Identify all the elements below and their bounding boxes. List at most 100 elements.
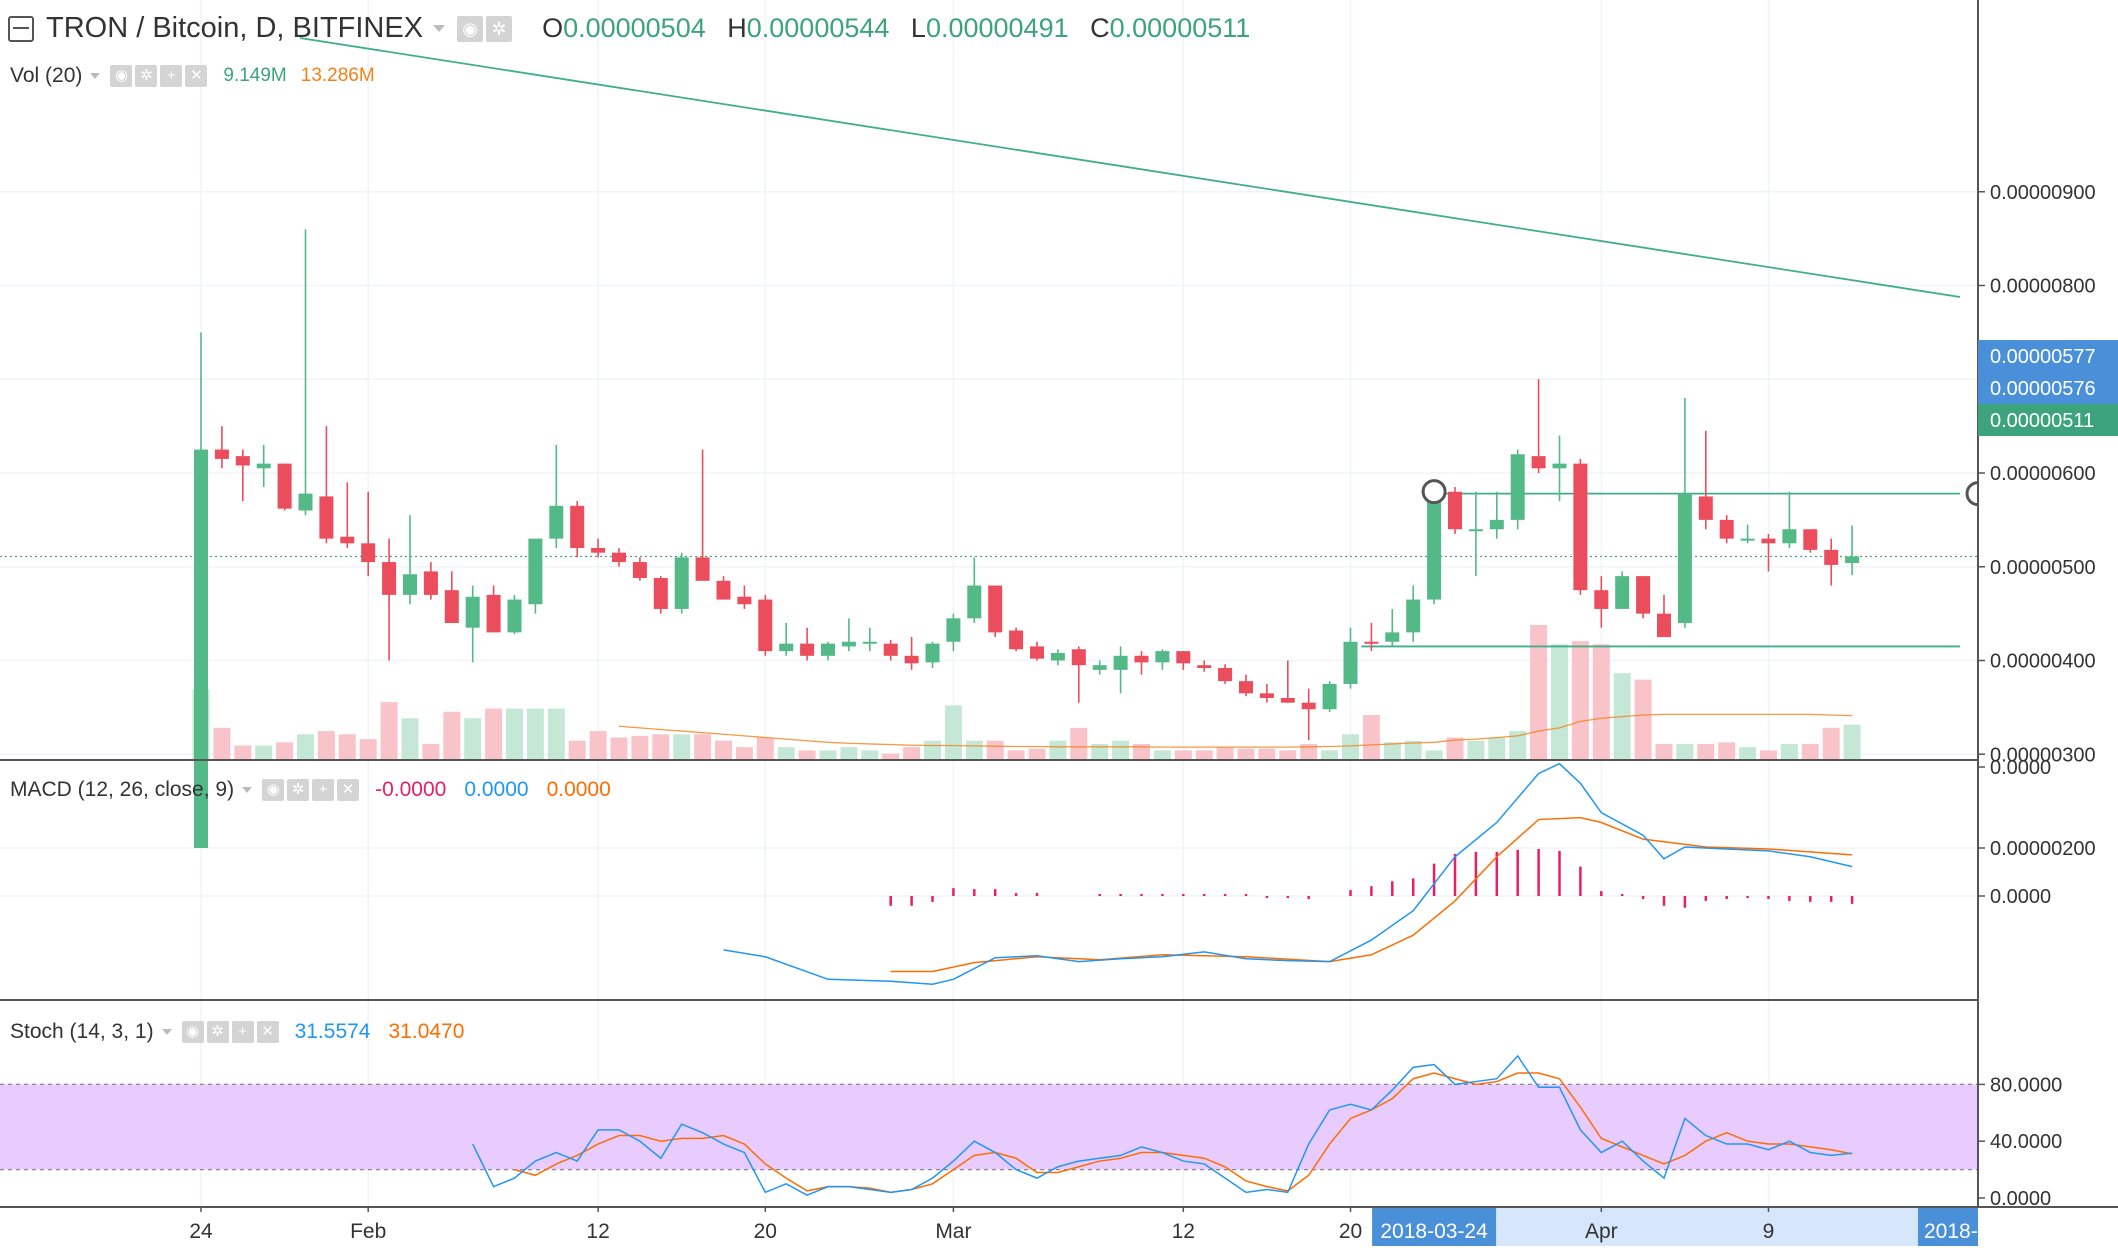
candle-body[interactable] bbox=[1657, 613, 1671, 638]
candle-body[interactable] bbox=[779, 643, 794, 652]
candle-body[interactable] bbox=[444, 590, 459, 623]
candle-body[interactable] bbox=[1698, 496, 1713, 520]
candle-body[interactable] bbox=[1113, 655, 1128, 670]
candle-body[interactable] bbox=[1803, 529, 1818, 550]
candle-body[interactable] bbox=[737, 596, 752, 605]
collapse-icon[interactable] bbox=[8, 15, 34, 42]
candle-body[interactable] bbox=[1510, 454, 1525, 520]
candle-body[interactable] bbox=[214, 449, 229, 459]
candle-body[interactable] bbox=[632, 562, 647, 578]
settings-icon[interactable]: ✲ bbox=[486, 15, 513, 42]
candle-body[interactable] bbox=[1824, 549, 1839, 565]
volume-indicator-name[interactable]: Vol (20) bbox=[10, 64, 83, 87]
candle-body[interactable] bbox=[277, 463, 292, 509]
candle-body[interactable] bbox=[821, 643, 835, 656]
visibility-icon[interactable]: ◉ bbox=[181, 1021, 204, 1043]
candle-body[interactable] bbox=[1677, 493, 1692, 623]
candle-body[interactable] bbox=[1009, 630, 1024, 650]
candle-body[interactable] bbox=[298, 493, 313, 511]
add-icon[interactable]: + bbox=[312, 779, 335, 801]
candle-body[interactable] bbox=[883, 643, 898, 656]
candle-body[interactable] bbox=[1322, 683, 1337, 710]
add-icon[interactable]: + bbox=[231, 1021, 254, 1043]
candle-body[interactable] bbox=[1134, 655, 1149, 663]
candle-body[interactable] bbox=[591, 548, 606, 553]
trendline[interactable] bbox=[299, 37, 1961, 298]
stoch-indicator-name[interactable]: Stoch (14, 3, 1) bbox=[10, 1020, 154, 1043]
candle-body[interactable] bbox=[1636, 576, 1651, 614]
candle-body[interactable] bbox=[570, 505, 585, 548]
candle-body[interactable] bbox=[1301, 702, 1316, 710]
candle-body[interactable] bbox=[1343, 641, 1358, 684]
visibility-icon[interactable]: ◉ bbox=[110, 65, 133, 87]
candle-body[interactable] bbox=[319, 496, 334, 539]
candle-body[interactable] bbox=[1280, 698, 1295, 703]
close-icon[interactable]: ✕ bbox=[337, 779, 360, 801]
candle-body[interactable] bbox=[403, 574, 417, 595]
candle-body[interactable] bbox=[653, 578, 668, 609]
settings-icon[interactable]: ✲ bbox=[287, 779, 310, 801]
candle-body[interactable] bbox=[1218, 668, 1233, 682]
candle-body[interactable] bbox=[904, 655, 919, 664]
candle-body[interactable] bbox=[1406, 599, 1421, 633]
visibility-icon[interactable]: ◉ bbox=[457, 15, 484, 42]
candle-body[interactable] bbox=[695, 557, 710, 581]
candle-body[interactable] bbox=[1740, 538, 1755, 541]
candle-body[interactable] bbox=[465, 596, 480, 628]
candle-body[interactable] bbox=[841, 641, 856, 647]
candle-body[interactable] bbox=[1092, 665, 1107, 670]
candle-body[interactable] bbox=[800, 643, 815, 656]
candle-body[interactable] bbox=[1427, 496, 1442, 600]
add-icon[interactable]: + bbox=[160, 65, 183, 87]
macd-dropdown-icon[interactable] bbox=[242, 787, 253, 793]
candle-body[interactable] bbox=[235, 456, 250, 466]
candle-body[interactable] bbox=[1531, 456, 1546, 469]
candle-body[interactable] bbox=[1615, 576, 1630, 609]
candle-body[interactable] bbox=[612, 552, 626, 563]
candle-body[interactable] bbox=[1155, 651, 1170, 663]
stoch-dropdown-icon[interactable] bbox=[161, 1029, 172, 1035]
candle-body[interactable] bbox=[256, 463, 271, 469]
candle-body[interactable] bbox=[1594, 590, 1609, 609]
candle-body[interactable] bbox=[716, 580, 731, 600]
candle-body[interactable] bbox=[1468, 529, 1483, 532]
candle-body[interactable] bbox=[1197, 665, 1212, 668]
candle-body[interactable] bbox=[549, 505, 564, 539]
trendline-handle[interactable] bbox=[1421, 479, 1447, 505]
candle-body[interactable] bbox=[1176, 651, 1191, 664]
candle-body[interactable] bbox=[361, 543, 376, 563]
macd-indicator-name[interactable]: MACD (12, 26, close, 9) bbox=[10, 778, 235, 801]
volume-dropdown-icon[interactable] bbox=[90, 73, 101, 79]
candle-body[interactable] bbox=[1239, 681, 1253, 694]
candle-body[interactable] bbox=[1050, 653, 1065, 661]
symbol-dropdown-icon[interactable] bbox=[433, 25, 446, 32]
candle-body[interactable] bbox=[507, 599, 522, 633]
candle-body[interactable] bbox=[1573, 463, 1588, 591]
candle-body[interactable] bbox=[988, 585, 1003, 633]
candle-body[interactable] bbox=[340, 536, 355, 544]
candle-body[interactable] bbox=[1845, 556, 1860, 563]
candle-body[interactable] bbox=[194, 449, 208, 848]
candle-body[interactable] bbox=[862, 641, 877, 644]
candle-body[interactable] bbox=[674, 557, 689, 609]
candle-body[interactable] bbox=[1030, 646, 1044, 659]
symbol-title[interactable]: TRON / Bitcoin, D, BITFINEX bbox=[46, 12, 424, 44]
visibility-icon[interactable]: ◉ bbox=[262, 779, 285, 801]
candle-body[interactable] bbox=[1782, 529, 1797, 544]
candle-body[interactable] bbox=[1761, 538, 1776, 544]
candle-body[interactable] bbox=[1448, 491, 1462, 530]
candle-body[interactable] bbox=[967, 585, 982, 619]
close-icon[interactable]: ✕ bbox=[185, 65, 208, 87]
candle-body[interactable] bbox=[382, 562, 397, 595]
settings-icon[interactable]: ✲ bbox=[206, 1021, 229, 1043]
close-icon[interactable]: ✕ bbox=[256, 1021, 279, 1043]
candle-body[interactable] bbox=[486, 594, 501, 633]
candle-body[interactable] bbox=[1364, 641, 1379, 644]
candle-body[interactable] bbox=[946, 618, 961, 642]
candle-body[interactable] bbox=[925, 643, 940, 663]
candle-body[interactable] bbox=[1489, 519, 1504, 530]
settings-icon[interactable]: ✲ bbox=[135, 65, 158, 87]
candle-body[interactable] bbox=[1719, 519, 1734, 539]
